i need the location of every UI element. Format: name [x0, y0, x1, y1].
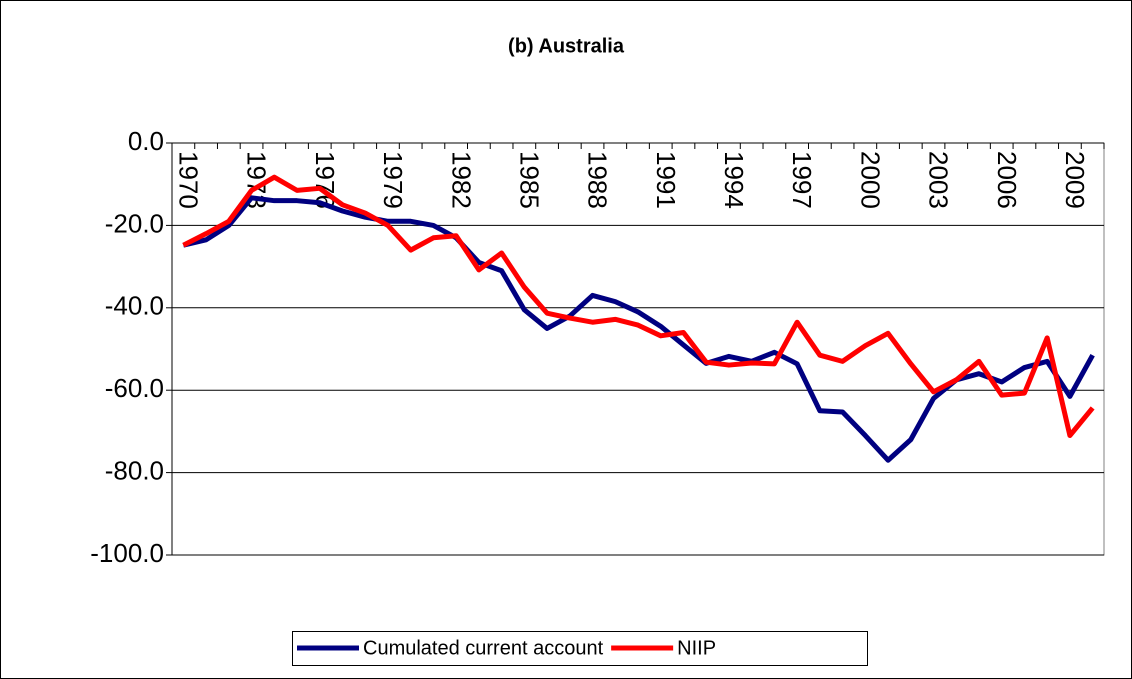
x-tick-label: 2003: [924, 151, 954, 209]
x-tick-label: 2009: [1060, 151, 1090, 209]
x-tick-label: 1970: [173, 151, 203, 209]
legend-label: NIIP: [677, 637, 716, 659]
x-tick-label: 2006: [992, 151, 1022, 209]
x-tick-label: 1985: [514, 151, 544, 209]
x-tick-label: 2000: [855, 151, 885, 209]
series-line: [182, 195, 1095, 463]
y-tick-label: 0.0: [128, 126, 164, 156]
chart-title: (b) Australia: [508, 35, 625, 57]
series-line: [182, 174, 1095, 439]
x-tick-label: 1991: [651, 151, 681, 209]
x-tick-label: 1994: [719, 151, 749, 209]
x-tick-label: 1997: [787, 151, 817, 209]
y-tick-label: -80.0: [105, 455, 164, 485]
y-tick-label: -100.0: [90, 538, 164, 568]
x-tick-label: 1979: [378, 151, 408, 209]
y-tick-label: -20.0: [105, 208, 164, 238]
y-tick-label: -40.0: [105, 291, 164, 321]
x-tick-label: 1988: [583, 151, 613, 209]
legend-label: Cumulated current account: [363, 637, 604, 659]
y-tick-label: -60.0: [105, 373, 164, 403]
x-tick-label: 1982: [446, 151, 476, 209]
legend-box: [292, 631, 868, 666]
